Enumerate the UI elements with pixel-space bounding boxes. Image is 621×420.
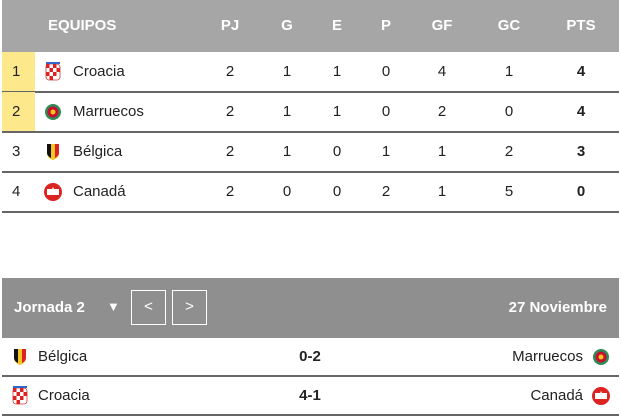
stat-cell: 2: [225, 143, 235, 160]
stat-cell: 1: [282, 63, 292, 80]
rank: 3: [12, 143, 21, 160]
row-divider: [2, 211, 619, 213]
stat-cell: 2: [225, 103, 235, 120]
team-flag: [12, 386, 28, 405]
points: 3: [576, 143, 586, 160]
stat-cell: 1: [381, 143, 391, 160]
matchday-bar: [2, 278, 619, 338]
stat-cell: 1: [437, 183, 447, 200]
away-team: Canadá: [530, 387, 583, 404]
match-divider: [2, 375, 619, 377]
team-name: Marruecos: [73, 103, 144, 120]
dropdown-arrow[interactable]: ▼: [107, 299, 120, 314]
match-divider: [2, 414, 619, 416]
stat-cell: 2: [381, 183, 391, 200]
home-team: Bélgica: [38, 348, 88, 365]
matchday-date: 27 Noviembre: [508, 299, 607, 316]
score: 0-2: [299, 348, 321, 365]
header-cell: P: [380, 17, 391, 34]
points: 4: [576, 63, 586, 80]
stat-cell: 1: [282, 143, 292, 160]
team-flag: [44, 183, 62, 201]
score: 4-1: [299, 387, 321, 404]
stat-cell: 0: [381, 103, 391, 120]
points: 0: [576, 183, 586, 200]
stat-cell: 0: [504, 103, 514, 120]
matchday-title: Jornada 2: [14, 299, 85, 316]
header-cell: GC: [497, 17, 521, 34]
stat-cell: 5: [504, 183, 514, 200]
header-cell: EQUIPOS: [48, 17, 117, 34]
rank-highlight: [2, 52, 35, 91]
team-flag: [45, 104, 61, 120]
home-team: Croacia: [38, 387, 90, 404]
header-cell: GF: [431, 17, 453, 34]
header-cell: E: [331, 17, 342, 34]
stat-cell: 1: [332, 63, 342, 80]
row-divider: [2, 171, 619, 173]
stat-cell: 2: [225, 183, 235, 200]
stat-cell: 1: [332, 103, 342, 120]
rank: 1: [12, 63, 21, 80]
team-flag: [47, 144, 59, 160]
stat-cell: 2: [437, 103, 447, 120]
row-divider: [2, 91, 619, 93]
stat-cell: 1: [437, 143, 447, 160]
row-divider: [2, 131, 619, 133]
stat-cell: 2: [504, 143, 514, 160]
rank: 4: [12, 183, 21, 200]
rank-highlight: [2, 92, 35, 131]
table-header: [2, 0, 619, 52]
prev-label: <: [144, 298, 153, 315]
rank: 2: [12, 103, 21, 120]
stat-cell: 1: [282, 103, 292, 120]
next-button[interactable]: [172, 290, 207, 325]
header-cell: PTS: [566, 17, 596, 34]
stat-cell: 0: [282, 183, 292, 200]
away-team: Marruecos: [512, 348, 583, 365]
team-name: Canadá: [73, 183, 126, 200]
team-flag: [14, 349, 26, 365]
stat-cell: 4: [437, 63, 447, 80]
points: 4: [576, 103, 586, 120]
stat-cell: 2: [225, 63, 235, 80]
team-flag: [592, 387, 610, 405]
stat-cell: 0: [332, 183, 342, 200]
prev-button[interactable]: [131, 290, 166, 325]
team-flag: [45, 62, 61, 81]
team-flag: [593, 349, 609, 365]
stat-cell: 0: [332, 143, 342, 160]
header-cell: G: [281, 17, 293, 34]
header-cell: PJ: [220, 17, 240, 34]
next-label: >: [185, 298, 194, 315]
team-name: Bélgica: [73, 143, 123, 160]
team-name: Croacia: [73, 63, 125, 80]
stat-cell: 1: [504, 63, 514, 80]
stat-cell: 0: [381, 63, 391, 80]
